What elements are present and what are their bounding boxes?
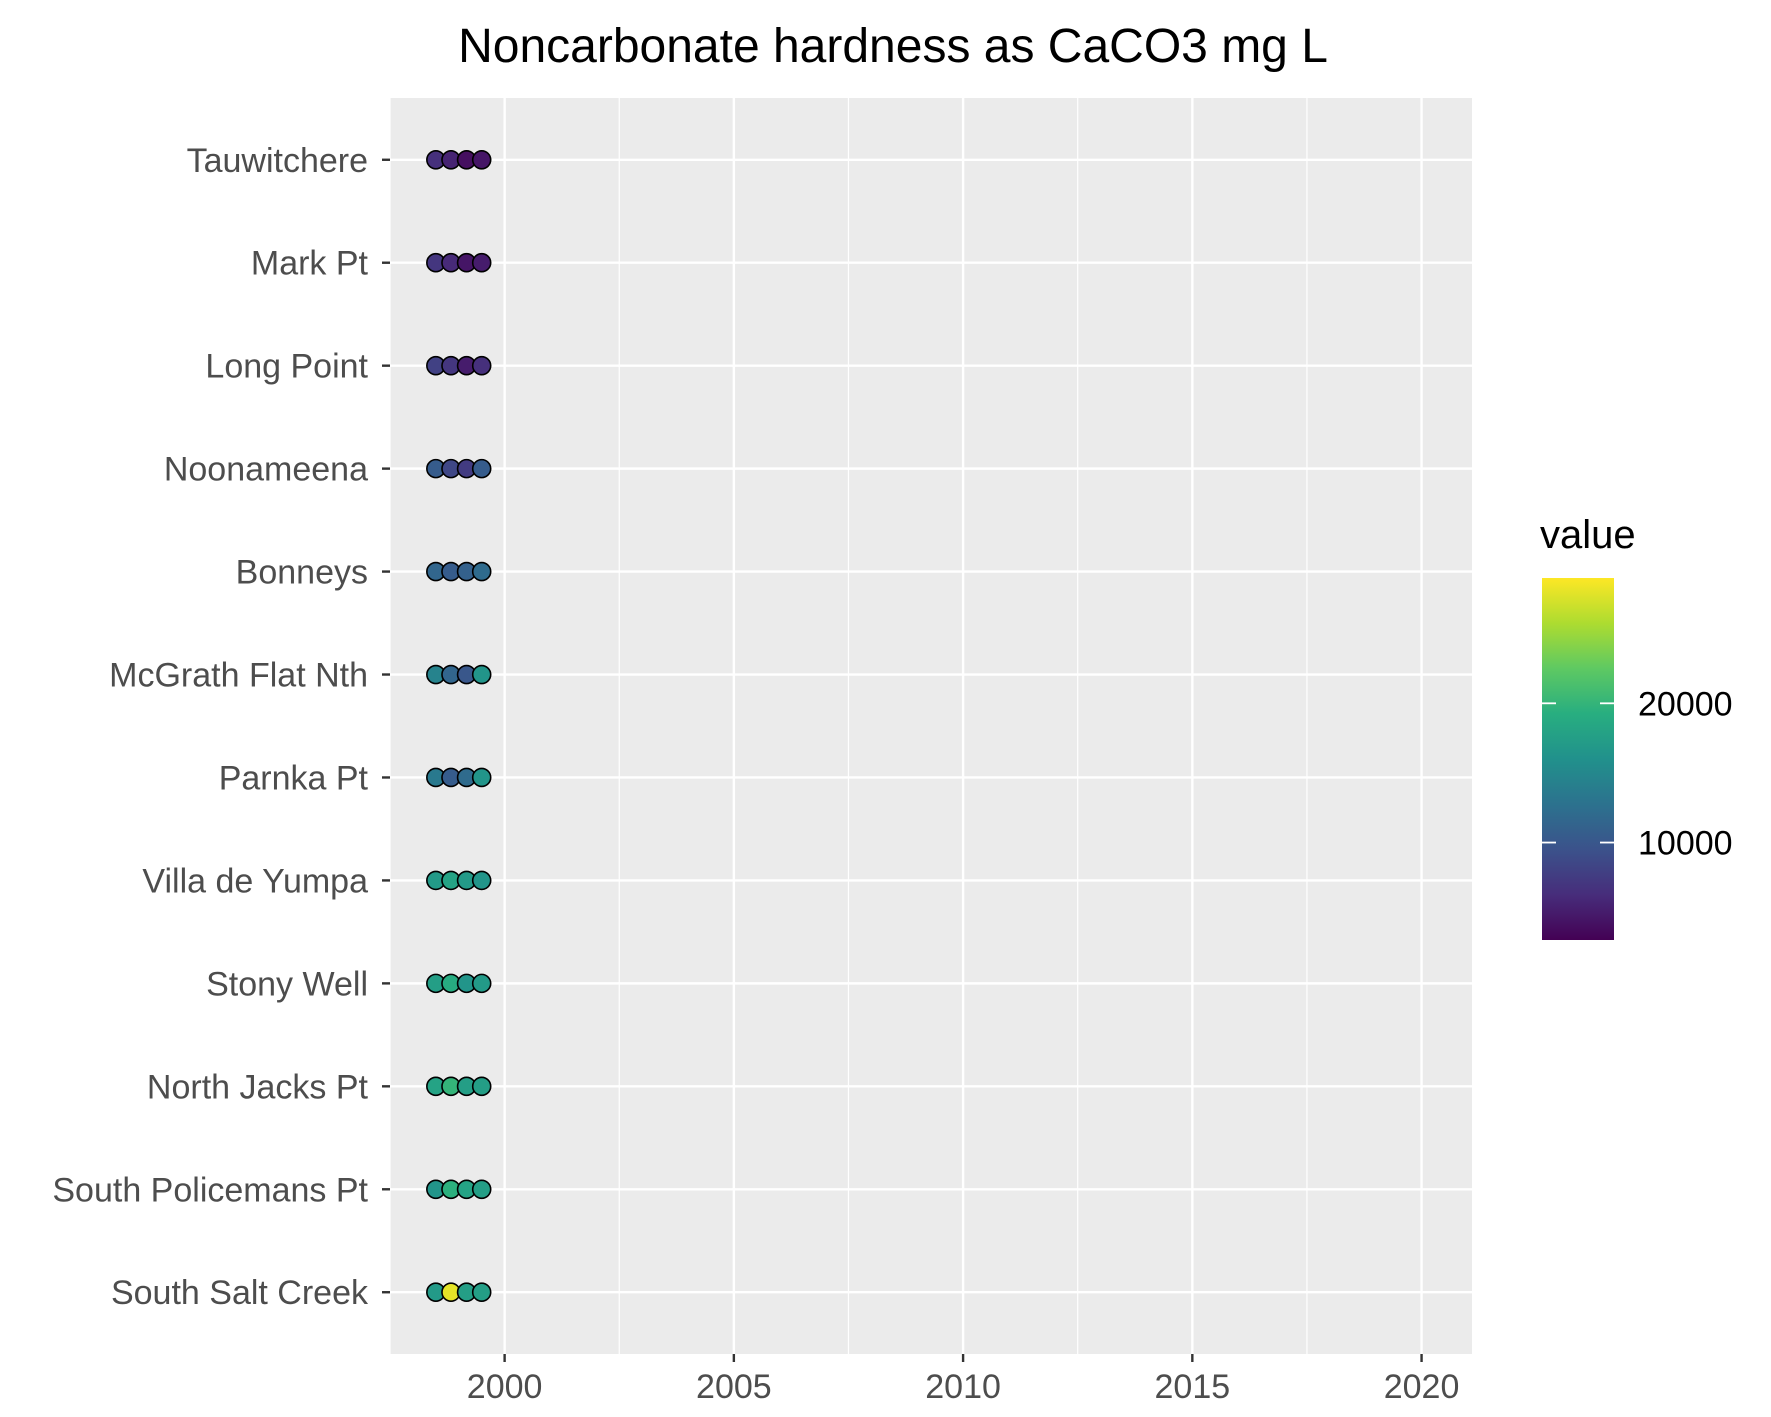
y-tick-label: South Policemans Pt [52,1171,368,1209]
minor-gridlines [389,98,1308,1354]
y-tick-label: North Jacks Pt [147,1068,369,1106]
colorbar-label: 20000 [1638,685,1733,723]
y-tick-label: South Salt Creek [111,1274,369,1312]
data-point [471,458,492,479]
data-point [471,767,492,788]
legend-title: value [1540,513,1636,557]
x-tick-label: 2000 [467,1368,543,1406]
y-tick-label: Tauwitchere [187,142,368,180]
data-point [471,664,492,685]
legend: value 10000 20000 [1540,513,1733,940]
data-point [471,149,492,170]
data-point [471,561,492,582]
x-tick-label: 2020 [1384,1368,1460,1406]
x-axis: 2000 2005 2010 2015 2020 [467,1354,1460,1406]
y-tick-label: Parnka Pt [219,759,369,797]
y-tick-label: Noonameena [164,451,368,489]
data-point [471,1179,492,1200]
x-tick-label: 2010 [925,1368,1001,1406]
plot-panel [390,98,1472,1354]
data-point [471,355,492,376]
y-tick-label: Long Point [205,348,368,386]
data-point [471,973,492,994]
data-point [471,1076,492,1097]
data-point [471,252,492,273]
major-gridlines [390,98,1472,1354]
chart-title: Noncarbonate hardness as CaCO3 mg L [458,20,1328,73]
y-tick-label: Villa de Yumpa [142,862,368,900]
y-tick-label: Stony Well [206,965,368,1003]
colorbar-label: 10000 [1638,825,1733,863]
x-tick-label: 2005 [696,1368,772,1406]
y-tick-label: Bonneys [236,554,368,592]
data-point [471,870,492,891]
y-tick-label: Mark Pt [251,245,369,283]
colorbar [1542,578,1614,940]
data-points [426,149,492,1303]
colorbar-ticks: 10000 20000 [1542,685,1733,863]
y-axis: South Salt Creek South Policemans Pt North… [52,142,390,1312]
y-tick-label: McGrath Flat Nth [109,657,368,695]
x-tick-label: 2015 [1155,1368,1231,1406]
data-point [471,1282,492,1303]
